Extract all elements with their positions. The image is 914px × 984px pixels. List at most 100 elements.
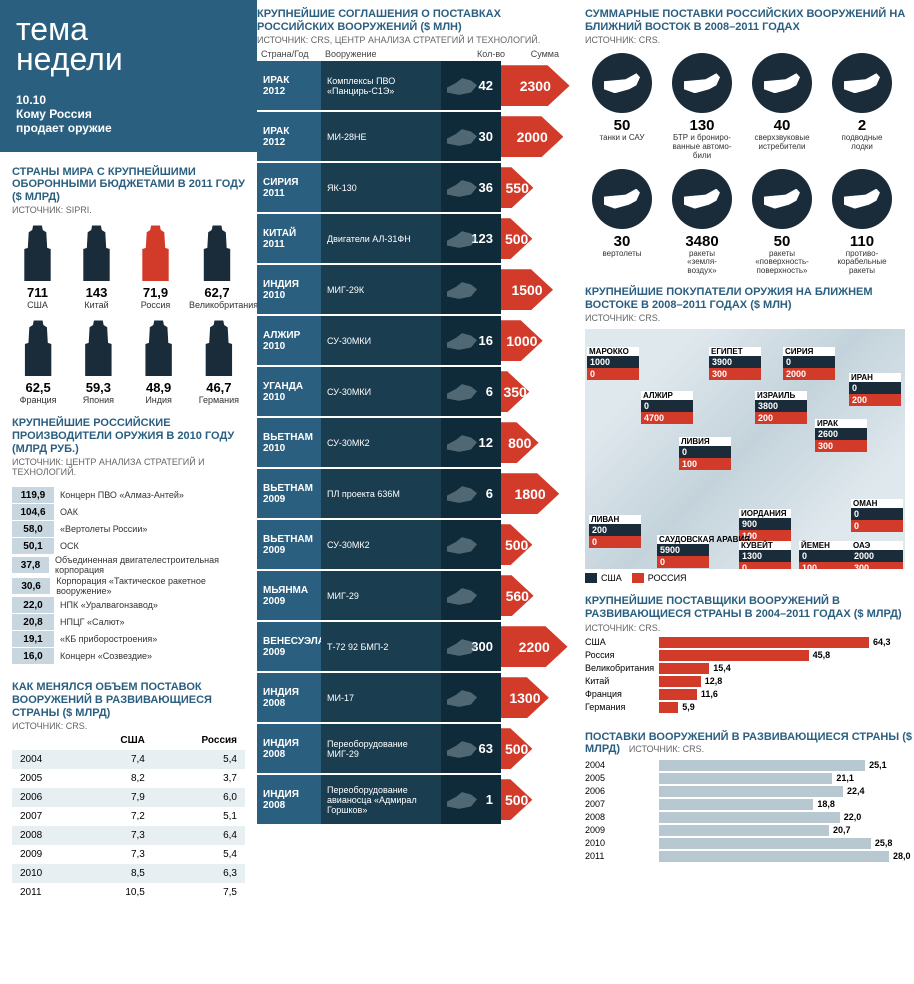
deal-country: ВЕНЕСУЭЛА2009: [257, 622, 321, 671]
deal-weapon: СУ-30МК2: [321, 418, 441, 467]
supplier-value: 12,8: [705, 676, 723, 686]
deal-weapon: СУ-30МК2: [321, 520, 441, 569]
producer-row: 119,9Концерн ПВО «Алмаз-Антей»: [12, 487, 245, 503]
map-rus-value: 2000: [783, 368, 835, 380]
map-rus-value: 4700: [641, 412, 693, 424]
supplier-value: 64,3: [873, 637, 891, 647]
supplier-label: Германия: [585, 702, 659, 712]
deal-sum-cell: 500: [501, 724, 571, 773]
deal-bullet: 350: [501, 371, 529, 412]
deal-weapon: МИГ-29: [321, 571, 441, 620]
deal-row: ВЬЕТНАМ2009ПЛ проекта 636М61800: [257, 469, 571, 518]
yearly-label: 2011: [585, 851, 659, 861]
deal-sum-cell: 350: [501, 367, 571, 416]
soldier-label: Китай: [71, 300, 122, 310]
summary-item: 130БТР и брониро-ванные автомо-били: [665, 53, 739, 160]
deal-row: ИНДИЯ2008МИ-171300: [257, 673, 571, 722]
yearly-bar-row: 2011 28,0: [585, 851, 914, 862]
supplier-bar: [659, 676, 701, 687]
yearly-value: 28,0: [893, 851, 911, 861]
soldier-label: Япония: [72, 395, 124, 405]
yearly-source: ИСТОЧНИК: CRS.: [629, 744, 704, 754]
deal-sum-cell: 1800: [501, 469, 571, 518]
deals-column-heads: Страна/Год Вооружение Кол-во Сумма: [257, 49, 571, 61]
summary-label: танки и САУ: [585, 134, 659, 143]
map-country-box: ОАЭ2000300: [851, 541, 903, 569]
map-usa-value: 0: [783, 356, 835, 368]
producer-name: Объединенная двигателестроительная корпо…: [55, 555, 245, 575]
budgets-title: СТРАНЫ МИРА С КРУПНЕЙШИМИ ОБОРОННЫМИ БЮД…: [12, 166, 245, 204]
yearly-value: 21,1: [836, 773, 854, 783]
buyers-legend: США РОССИЯ: [585, 573, 914, 583]
producer-name: ОАК: [60, 507, 78, 517]
deal-sum-cell: 2200: [501, 622, 571, 671]
legend-usa-swatch: [585, 573, 597, 583]
map-country-name: ИРАК: [815, 419, 867, 428]
deal-weapon: Переоборудование авианосца «Адмирал Горш…: [321, 775, 441, 824]
map-country-box: АЛЖИР04700: [641, 391, 693, 424]
deal-row: ИНДИЯ2010МИГ-29К1500: [257, 265, 571, 314]
map-usa-value: 0: [849, 382, 901, 394]
soldier-icon: [16, 320, 60, 376]
soldier-value: 62,5: [12, 380, 64, 395]
yearly-bar: [659, 773, 832, 784]
suppliers-title: КРУПНЕЙШИЕ ПОСТАВЩИКИ ВООРУЖЕНИЙ В РАЗВИ…: [585, 595, 914, 620]
soldier-label: Великобритания: [189, 300, 245, 310]
yearly-label: 2010: [585, 838, 659, 848]
deal-row: ВЬЕТНАМ2010СУ-30МК212800: [257, 418, 571, 467]
header-title-1: тема: [16, 14, 241, 44]
deliv-rus: 7,5: [153, 883, 245, 902]
producer-row: 50,1ОСК: [12, 538, 245, 554]
deal-row: ИРАК2012Комплексы ПВО «Панцирь-С1Э»42230…: [257, 61, 571, 110]
deal-qty: 12: [441, 418, 501, 467]
map-rus-value: 200: [755, 412, 807, 424]
deal-country: УГАНДА2010: [257, 367, 321, 416]
deal-country: ИНДИЯ2008: [257, 775, 321, 824]
producer-row: 22,0НПК «Уралвагонзавод»: [12, 597, 245, 613]
soldier-value: 143: [71, 285, 122, 300]
summary-item: 40сверхзвуковыеистребители: [745, 53, 819, 160]
summary-count: 110: [825, 233, 899, 250]
map-rus-value: 300: [709, 368, 761, 380]
producer-name: ОСК: [60, 541, 79, 551]
producer-name: НПЦГ «Салют»: [60, 617, 125, 627]
map-country-name: ЛИВАН: [589, 515, 641, 524]
deal-sum-cell: 2000: [501, 112, 571, 161]
deal-bullet: 550: [501, 167, 533, 208]
deliv-h-rus: Россия: [153, 731, 245, 750]
deal-country: КИТАЙ2011: [257, 214, 321, 263]
suppliers-chart: КРУПНЕЙШИЕ ПОСТАВЩИКИ ВООРУЖЕНИЙ В РАЗВИ…: [585, 587, 914, 722]
summary-icon: [752, 53, 812, 113]
deliv-usa: 8,5: [80, 864, 152, 883]
soldier-icon: [195, 225, 239, 281]
producer-value: 30,6: [12, 578, 50, 594]
deal-row: ИНДИЯ2008Переоборудование МИГ-2963500: [257, 724, 571, 773]
map-country-name: САУДОВСКАЯ АРАВИЯ: [657, 535, 709, 544]
deals-th-sum: Сумма: [505, 49, 567, 59]
deal-bullet: 500: [501, 524, 532, 565]
deal-qty: 300: [441, 622, 501, 671]
map-country-box: ИРАК2600300: [815, 419, 867, 452]
soldier-figure: 711США: [12, 225, 63, 310]
deal-bullet: 800: [501, 422, 539, 463]
map-country-name: ИРАН: [849, 373, 901, 382]
soldier-figure: 62,5Франция: [12, 320, 64, 405]
yearly-bar: [659, 812, 840, 823]
deal-country: СИРИЯ2011: [257, 163, 321, 212]
producer-value: 16,0: [12, 648, 54, 664]
map-country-name: ЙЕМЕН: [799, 541, 851, 550]
deals-th-weapon: Вооружение: [325, 49, 445, 59]
deal-country: ИНДИЯ2008: [257, 724, 321, 773]
deal-row: ВЕНЕСУЭЛА2009Т-72 92 БМП-23002200: [257, 622, 571, 671]
deal-qty: [441, 265, 501, 314]
soldier-value: 711: [12, 285, 63, 300]
header-sub-2: продает оружие: [16, 121, 241, 135]
deal-sum-cell: 1000: [501, 316, 571, 365]
map-usa-value: 3900: [709, 356, 761, 368]
soldier-figure: 59,3Япония: [72, 320, 124, 405]
deals-th-country: Страна/Год: [261, 49, 325, 59]
producer-name: Концерн «Созвездие»: [60, 651, 152, 661]
map-rus-value: 300: [815, 440, 867, 452]
producer-row: 104,6ОАК: [12, 504, 245, 520]
summary-count: 2: [825, 117, 899, 134]
